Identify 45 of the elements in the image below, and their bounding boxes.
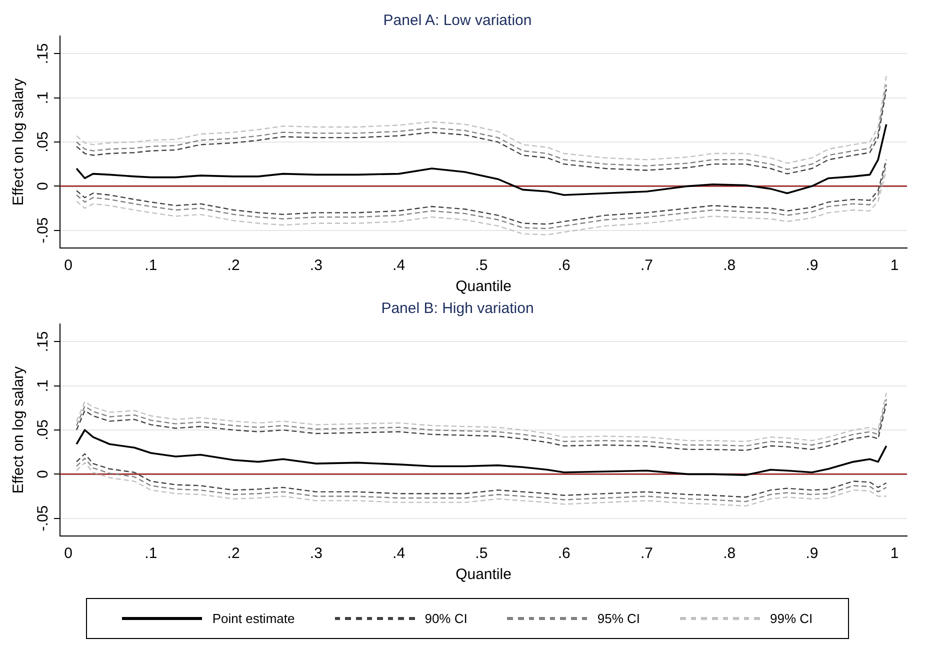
x-tick-label: .2 (227, 545, 240, 562)
legend-label: 90% CI (424, 611, 468, 626)
x-tick-label: .9 (806, 545, 818, 562)
y-tick-label: .1 (34, 380, 52, 392)
y-tick-label: 0 (34, 182, 52, 190)
x-tick-label: 0 (64, 545, 72, 562)
y-tick-label: -.05 (34, 217, 52, 244)
x-tick-label: .3 (310, 545, 322, 562)
line-series (76, 392, 887, 442)
legend-label: 99% CI (770, 611, 813, 626)
chart-title: Panel A: Low variation (383, 12, 532, 30)
y-tick-label: -.05 (34, 505, 52, 532)
line-series (76, 75, 887, 164)
line-series (76, 170, 887, 236)
x-tick-label: .7 (640, 545, 653, 562)
x-axis-title: Quantile (456, 566, 512, 584)
x-tick-label: 1 (890, 545, 899, 562)
x-tick-label: .1 (144, 257, 158, 274)
x-tick-label: .2 (227, 257, 240, 274)
x-axis-title: Quantile (456, 278, 512, 296)
x-tick-label: .6 (558, 257, 570, 274)
y-axis-title: Effect on log salary (10, 366, 28, 494)
x-tick-label: .8 (723, 545, 736, 562)
x-tick-label: .9 (806, 257, 818, 274)
chart-title: Panel B: High variation (381, 300, 534, 318)
y-tick-label: 0 (34, 470, 52, 478)
x-tick-label: .5 (475, 257, 488, 274)
y-tick-label: .05 (34, 132, 52, 152)
x-tick-label: .6 (558, 545, 570, 562)
x-tick-label: .4 (392, 545, 406, 562)
legend-label: Point estimate (212, 611, 295, 626)
y-tick-label: .15 (34, 43, 52, 64)
y-tick-label: .05 (34, 420, 52, 440)
x-tick-label: .8 (723, 257, 736, 274)
x-tick-label: 1 (890, 257, 899, 274)
x-tick-label: .5 (475, 545, 488, 562)
x-tick-label: .3 (310, 257, 322, 274)
x-tick-label: .4 (392, 257, 406, 274)
x-tick-label: .1 (144, 545, 158, 562)
x-tick-label: 0 (64, 257, 72, 274)
legend-label: 95% CI (597, 611, 640, 626)
y-tick-label: .1 (34, 92, 52, 104)
y-axis-title: Effect on log salary (10, 78, 28, 206)
y-tick-label: .15 (34, 331, 52, 352)
x-tick-label: .7 (640, 257, 653, 274)
